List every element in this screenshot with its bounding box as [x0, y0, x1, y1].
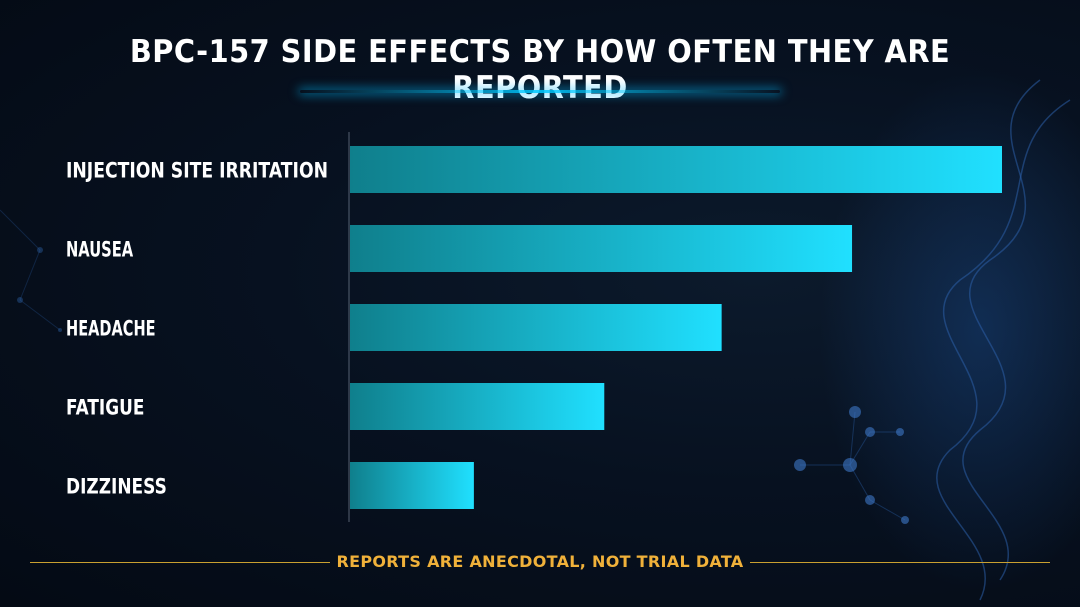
- bar-nausea: [350, 225, 853, 272]
- category-label: NAUSEA: [66, 238, 134, 262]
- category-label: INJECTION SITE IRRITATION: [66, 159, 328, 183]
- footnote-rule-left: [30, 562, 330, 563]
- chart-title: BPC-157 SIDE EFFECTS BY HOW OFTEN THEY A…: [129, 34, 951, 106]
- footnote-rule-right: [750, 562, 1050, 563]
- footnote: REPORTS ARE ANECDOTAL, NOT TRIAL DATA: [336, 552, 744, 571]
- bar-headache: [350, 304, 722, 351]
- category-label: HEADACHE: [66, 317, 156, 341]
- bar-fatigue: [350, 383, 605, 430]
- category-label: DIZZINESS: [66, 475, 167, 499]
- bar-dizziness: [350, 462, 474, 509]
- category-label: FATIGUE: [66, 396, 144, 420]
- title-glow-line: [300, 90, 780, 93]
- bar-injection-site-irritation: [350, 146, 1002, 193]
